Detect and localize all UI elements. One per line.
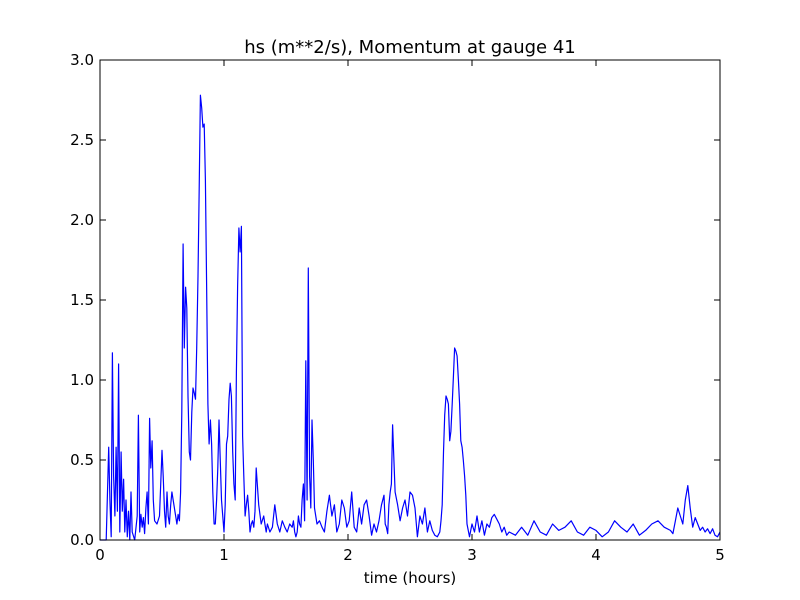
x-tick-label: 3 bbox=[467, 546, 477, 564]
y-tick-label: 0.5 bbox=[70, 451, 94, 469]
x-tick-label: 0 bbox=[95, 546, 105, 564]
y-tick-label: 2.5 bbox=[70, 131, 94, 149]
series-layer bbox=[100, 94, 721, 541]
chart-title: hs (m**2/s), Momentum at gauge 41 bbox=[244, 37, 576, 58]
x-tick-label: 5 bbox=[715, 546, 725, 564]
plot-frame bbox=[99, 59, 721, 541]
x-axis-label: time (hours) bbox=[364, 569, 457, 587]
series-line-0 bbox=[100, 94, 721, 541]
y-tick-label: 1.5 bbox=[70, 291, 94, 309]
y-tick-label: 1.0 bbox=[70, 371, 94, 389]
axis-ticks: 0 1 2 3 4 5 0.0 0.5 1.0 1.5 2.0 2.5 3.0 bbox=[70, 51, 725, 564]
x-tick-label: 4 bbox=[591, 546, 601, 564]
y-tick-label: 2.0 bbox=[70, 211, 94, 229]
x-tick-label: 2 bbox=[343, 546, 353, 564]
x-tick-label: 1 bbox=[219, 546, 229, 564]
y-tick-label: 0.0 bbox=[70, 531, 94, 549]
y-tick-label: 3.0 bbox=[70, 51, 94, 69]
